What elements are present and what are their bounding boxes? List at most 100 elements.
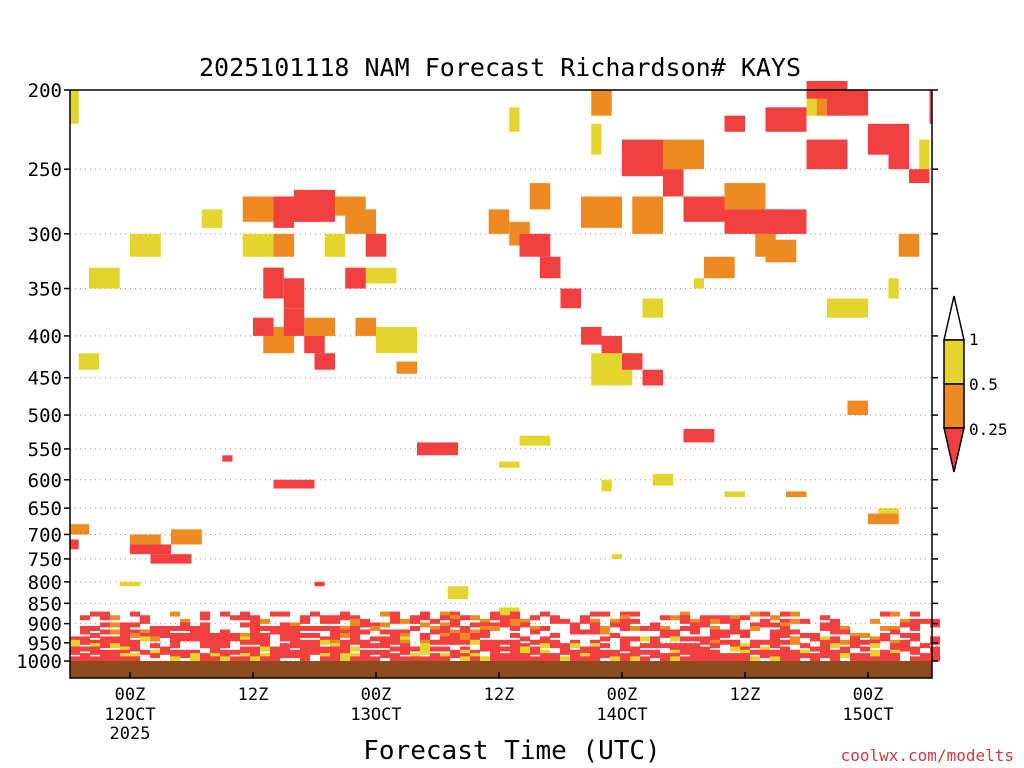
bl-cell: [180, 653, 190, 659]
bl-cell: [350, 625, 360, 631]
ri-cell: [591, 123, 602, 155]
bl-cell: [820, 615, 830, 621]
bl-cell: [560, 618, 570, 624]
bl-cell: [910, 618, 920, 624]
bl-cell: [110, 656, 120, 662]
bl-cell: [660, 656, 670, 662]
y-tick-label: 500: [28, 405, 62, 427]
bl-cell: [310, 632, 320, 638]
bl-cell: [770, 636, 780, 642]
bl-cell: [730, 615, 740, 621]
legend-level-label: 0.5: [969, 375, 998, 394]
bl-cell: [480, 625, 490, 631]
bl-cell: [840, 629, 850, 635]
bl-cell: [130, 643, 140, 649]
bl-cell: [240, 656, 250, 662]
ri-cell: [868, 513, 899, 525]
bl-cell: [440, 653, 450, 659]
bl-cell: [690, 629, 700, 635]
bl-cell: [750, 639, 760, 645]
ri-cell: [519, 233, 551, 257]
bl-cell: [700, 615, 710, 621]
ri-cell: [273, 233, 294, 257]
bl-cell: [830, 618, 840, 624]
ri-cell: [509, 107, 520, 132]
bl-cell: [370, 625, 380, 631]
bl-cell: [600, 643, 610, 649]
bl-cell: [390, 646, 400, 652]
bl-cell: [120, 622, 130, 628]
bl-cell: [450, 632, 460, 638]
bl-cell: [510, 646, 520, 652]
bl-cell: [610, 649, 620, 655]
ri-cell: [601, 479, 612, 492]
bl-cell: [390, 618, 400, 624]
ri-cell: [304, 317, 335, 336]
ri-cell: [806, 139, 848, 170]
bl-cell: [150, 625, 160, 631]
bl-cell: [450, 649, 460, 655]
ri-cell: [652, 473, 674, 486]
bl-cell: [700, 636, 710, 642]
bl-cell: [780, 632, 790, 638]
ri-cell: [786, 491, 807, 498]
bl-cell: [670, 643, 680, 649]
bl-cell: [140, 629, 150, 635]
bl-cell: [300, 618, 310, 624]
ri-cell: [396, 361, 417, 374]
bl-cell: [390, 611, 400, 617]
bl-cell: [740, 649, 750, 655]
bl-cell: [430, 646, 440, 652]
bl-cell: [220, 649, 230, 655]
bl-cell: [840, 646, 850, 652]
bl-cell: [350, 632, 360, 638]
bl-cell: [240, 636, 250, 642]
ri-cell: [130, 233, 161, 257]
bl-cell: [420, 656, 430, 662]
ri-cell: [70, 524, 89, 535]
bl-cell: [130, 632, 140, 638]
bl-cell: [360, 639, 370, 645]
bl-cell: [460, 639, 470, 645]
bl-cell: [620, 639, 630, 645]
bl-cell: [100, 649, 110, 655]
bl-cell: [760, 622, 770, 628]
bl-cell: [700, 653, 710, 659]
bl-cell: [420, 615, 430, 621]
bl-cell: [600, 629, 610, 635]
ri-cell: [150, 554, 192, 564]
bl-cell: [760, 646, 770, 652]
bl-cell: [300, 656, 310, 662]
ri-cell: [642, 369, 663, 386]
bl-cell: [650, 636, 660, 642]
bl-cell: [360, 643, 370, 649]
bl-cell: [840, 653, 850, 659]
bl-cell: [870, 639, 880, 645]
ri-cell: [591, 90, 612, 116]
bl-cell: [490, 639, 500, 645]
bl-cell: [780, 649, 790, 655]
bl-cell: [660, 629, 670, 635]
bl-cell: [910, 632, 920, 638]
bl-cell: [500, 618, 510, 624]
bl-cell: [670, 632, 680, 638]
ri-cell: [683, 428, 715, 443]
bl-cell: [330, 615, 340, 621]
bl-cell: [360, 622, 370, 628]
bl-cell: [130, 622, 140, 628]
bl-cell: [180, 649, 190, 655]
bl-cell: [510, 653, 520, 659]
legend-band-orange: [943, 383, 965, 429]
x-tick-label: 00Z: [361, 685, 392, 705]
bl-cell: [570, 653, 580, 659]
bl-cell: [900, 622, 910, 628]
bl-cell: [310, 643, 320, 649]
bl-cell: [230, 632, 240, 638]
bl-cell: [720, 618, 730, 624]
bl-cell: [590, 611, 600, 617]
bl-cell: [160, 646, 170, 652]
bl-cell: [330, 636, 340, 642]
bl-cell: [70, 649, 80, 655]
bl-cell: [340, 646, 350, 652]
ri-cell: [724, 115, 745, 132]
